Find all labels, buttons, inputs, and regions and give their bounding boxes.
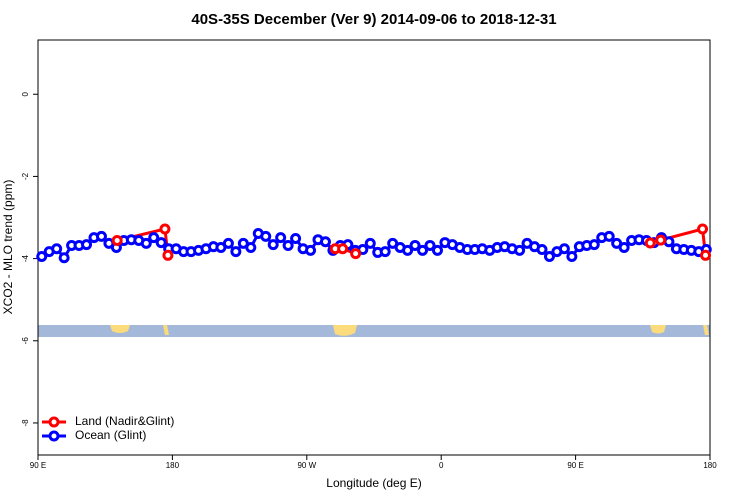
point (588, 239, 600, 251)
point (305, 244, 317, 256)
y-axis-label: XCO2 - MLO trend (ppm) (1, 180, 15, 315)
point (424, 239, 436, 251)
point (700, 249, 712, 261)
point (81, 239, 93, 251)
x-tick-label: 90 E (30, 461, 46, 470)
point (282, 239, 294, 251)
legend-marker (48, 416, 60, 428)
point (431, 244, 443, 256)
point (603, 230, 615, 242)
x-tick-label: 180 (703, 461, 717, 470)
point (536, 244, 548, 256)
point (697, 223, 709, 235)
point (379, 246, 391, 258)
point (558, 243, 570, 255)
legend-label: Land (Nadir&Glint) (75, 414, 174, 428)
x-tick-label: 0 (439, 461, 444, 470)
y-tick-label: -4 (21, 254, 30, 262)
legend-marker (48, 430, 60, 442)
point (409, 239, 421, 251)
point (95, 230, 107, 242)
y-tick-label: -8 (21, 419, 30, 427)
point (319, 236, 331, 248)
point (140, 237, 152, 249)
x-tick-label: 90 W (297, 461, 316, 470)
point (514, 244, 526, 256)
point (267, 239, 279, 251)
point (663, 236, 675, 248)
point (655, 234, 667, 246)
point (162, 249, 174, 261)
point (350, 248, 362, 260)
x-tick-label: 90 E (567, 461, 583, 470)
point (58, 252, 70, 264)
x-axis-label: Longitude (deg E) (326, 476, 421, 490)
point (644, 237, 656, 249)
point (111, 235, 123, 247)
y-tick-label: 0 (21, 91, 30, 96)
point (159, 223, 171, 235)
point (155, 237, 167, 249)
point (402, 244, 414, 256)
chart-title: 40S-35S December (Ver 9) 2014-09-06 to 2… (191, 11, 556, 28)
point (364, 237, 376, 249)
point (337, 243, 349, 255)
legend-label: Ocean (Glint) (75, 428, 146, 442)
point (618, 242, 630, 253)
y-tick-label: -2 (21, 172, 30, 180)
x-tick-label: 180 (166, 461, 180, 470)
map-strip (38, 325, 710, 337)
point (230, 246, 242, 258)
point (543, 251, 555, 263)
point (290, 232, 302, 244)
y-tick-label: -6 (21, 337, 30, 345)
point (148, 232, 160, 244)
point (417, 244, 429, 256)
point (245, 242, 257, 253)
point (566, 251, 578, 263)
point (36, 251, 48, 263)
point (260, 230, 272, 242)
point (51, 243, 63, 255)
point (222, 237, 234, 249)
point (275, 232, 287, 244)
